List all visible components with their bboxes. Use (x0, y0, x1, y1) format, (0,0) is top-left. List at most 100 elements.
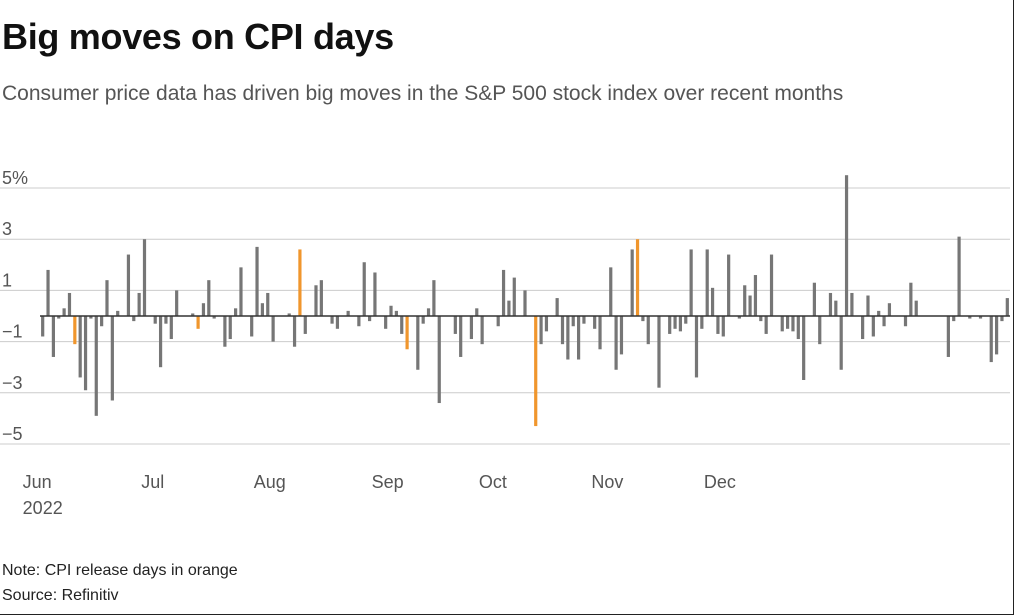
x-tick-label: Sep (372, 472, 404, 492)
daily-move-bar (995, 316, 999, 355)
daily-move-bar (887, 303, 892, 316)
daily-move-bar (507, 300, 511, 316)
chart-subtitle: Consumer price data has driven big moves… (2, 82, 844, 105)
daily-move-bar (137, 292, 141, 316)
daily-move-bar (882, 316, 886, 327)
daily-move-bar (373, 272, 377, 316)
daily-move-bar (743, 285, 747, 316)
daily-move-bar (169, 316, 173, 340)
daily-move-bar (367, 316, 372, 322)
daily-move-bar (319, 280, 323, 316)
daily-move-bar (748, 295, 752, 316)
daily-move-bar (630, 249, 634, 316)
daily-move-bar (721, 316, 725, 337)
daily-move-bar (501, 269, 506, 316)
daily-move-bar (560, 316, 565, 345)
daily-move-bar (255, 246, 259, 316)
daily-move-bar (812, 282, 816, 316)
daily-move-bar (191, 313, 195, 316)
daily-move-bar (1000, 316, 1004, 322)
daily-move-bar (727, 254, 731, 316)
daily-move-bar (384, 316, 388, 329)
daily-move-bar (62, 308, 66, 316)
x-tick-label: Nov (591, 472, 623, 492)
daily-move-bar (619, 316, 624, 355)
daily-move-bar (903, 316, 908, 327)
daily-move-bar (164, 316, 168, 324)
daily-move-bar (287, 313, 291, 316)
daily-move-bar (791, 316, 795, 332)
daily-move-bar (989, 316, 993, 363)
daily-move-bar (753, 275, 758, 316)
daily-move-bar (641, 316, 645, 322)
cpi-day-bar (73, 316, 77, 345)
daily-move-bar (207, 280, 211, 316)
daily-move-bar (250, 316, 254, 337)
daily-move-bar (110, 316, 114, 401)
daily-move-bar (978, 316, 983, 319)
daily-move-bar (593, 316, 597, 329)
daily-move-bar (346, 310, 350, 316)
daily-move-bar (684, 316, 688, 324)
daily-move-bar (271, 316, 275, 342)
daily-move-bar (105, 280, 109, 316)
daily-move-bar (158, 316, 163, 368)
daily-move-bar (769, 254, 774, 316)
daily-move-bar (968, 316, 972, 319)
daily-move-bar (737, 316, 741, 319)
y-tick-label: −5 (2, 424, 23, 444)
daily-move-bar (844, 175, 849, 316)
daily-move-bar (598, 316, 602, 350)
daily-move-bar (223, 316, 227, 347)
daily-move-bar (116, 310, 120, 316)
daily-move-bar (1005, 298, 1009, 316)
daily-move-bar (689, 249, 693, 316)
daily-move-bar (710, 287, 715, 316)
daily-move-bar (646, 316, 650, 345)
daily-move-bar (571, 316, 575, 327)
daily-move-bar (480, 316, 484, 345)
daily-move-bar (469, 316, 474, 340)
daily-move-bar (475, 308, 479, 316)
daily-move-bar (780, 316, 784, 332)
daily-move-bar (834, 300, 838, 316)
daily-move-bar (201, 303, 206, 316)
daily-move-bar (796, 316, 800, 340)
daily-move-bar (716, 316, 720, 334)
daily-move-bar (871, 316, 875, 337)
daily-move-bar (266, 292, 270, 316)
daily-move-bar (609, 267, 613, 316)
daily-move-bar (523, 290, 527, 316)
daily-move-bar (260, 303, 264, 316)
daily-move-bar (786, 316, 790, 329)
daily-move-bar (764, 316, 768, 334)
daily-move-bar (459, 316, 463, 357)
x-tick-label: Jul (141, 472, 164, 492)
daily-move-bar (909, 282, 913, 316)
x-tick-label: Oct (479, 472, 507, 492)
daily-move-bar (828, 292, 833, 316)
daily-move-bar (673, 316, 677, 329)
daily-move-bar (453, 316, 457, 334)
x-tick-label: Aug (254, 472, 286, 492)
y-tick-label: −1 (2, 322, 23, 342)
daily-move-bar (400, 316, 404, 334)
daily-move-bar (426, 308, 431, 316)
y-tick-label: −3 (2, 373, 23, 393)
daily-move-bar (89, 316, 93, 319)
daily-move-bar (877, 310, 881, 316)
daily-move-bar (94, 316, 98, 416)
daily-move-bar (292, 316, 297, 347)
daily-move-bar (153, 316, 157, 324)
daily-move-bar (142, 239, 147, 316)
daily-move-bar (394, 310, 398, 316)
daily-move-bar (861, 316, 865, 340)
daily-move-bar (705, 249, 709, 316)
daily-move-bar (51, 316, 55, 357)
daily-move-bar (330, 316, 334, 324)
daily-move-bar (362, 262, 366, 316)
daily-move-bar (357, 316, 361, 327)
daily-move-bar (46, 269, 50, 316)
daily-move-bar (57, 316, 61, 319)
